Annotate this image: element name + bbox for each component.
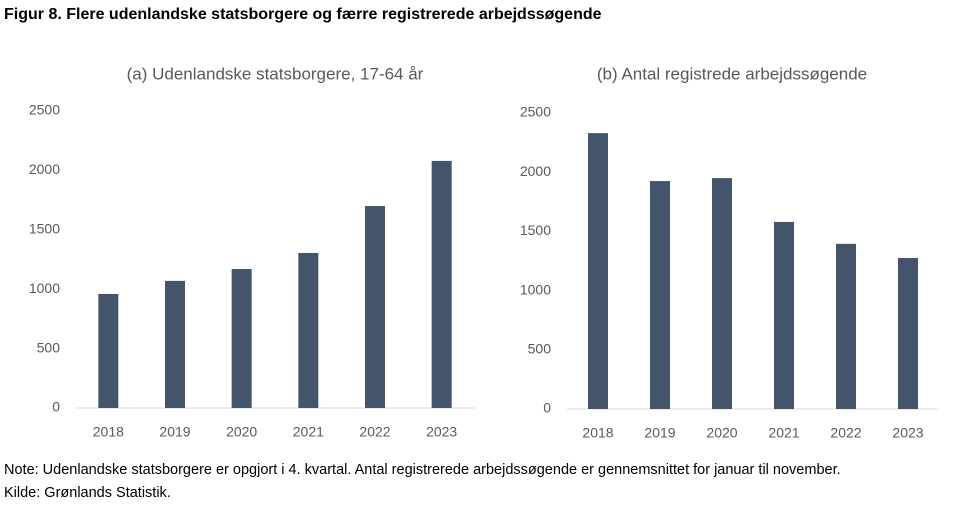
x-tick-label: 2022: [830, 425, 861, 441]
y-tick-label: 0: [543, 400, 551, 416]
y-tick-label: 1000: [520, 281, 551, 297]
x-tick-label: 2021: [768, 425, 799, 441]
bar: [165, 280, 185, 408]
bar: [365, 206, 385, 408]
x-tick-label: 2023: [892, 425, 923, 441]
figure-title: Figur 8. Flere udenlandske statsborgere …: [4, 6, 602, 23]
y-tick-label: 0: [52, 399, 60, 415]
bar: [98, 293, 119, 408]
x-tick-label: 2018: [582, 425, 613, 441]
note: Note: Udenlandske statsborgere er opgjor…: [4, 462, 841, 478]
bar: [431, 160, 452, 408]
y-tick-label: 500: [37, 339, 61, 355]
chart-subtitle: (b) Antal registrede arbejdssøgende: [597, 64, 867, 83]
notes: Note: Udenlandske statsborgere er opgjor…: [4, 459, 954, 505]
bar: [650, 181, 670, 409]
x-tick-label: 2019: [159, 424, 190, 440]
x-tick-label: 2022: [359, 424, 390, 440]
bar: [836, 243, 856, 409]
y-tick-label: 1500: [29, 221, 60, 237]
x-tick-label: 2019: [644, 425, 675, 441]
y-tick-label: 500: [528, 341, 552, 357]
x-tick-label: 2021: [293, 424, 324, 440]
chart-subtitle: (a) Udenlandske statsborgere, 17-64 år: [127, 64, 424, 83]
y-tick-label: 2000: [520, 163, 551, 179]
bar: [298, 252, 319, 408]
bar: [231, 269, 252, 408]
x-tick-label: 2023: [426, 424, 457, 440]
y-tick-label: 2000: [29, 161, 60, 177]
x-tick-label: 2020: [706, 425, 737, 441]
bar: [898, 258, 918, 409]
x-tick-label: 2018: [93, 424, 124, 440]
y-tick-label: 1500: [520, 222, 551, 238]
source: Kilde: Grønlands Statistik.: [4, 485, 171, 501]
chart: (a) Udenlandske statsborgere, 17-64 år 0 5…: [29, 64, 939, 441]
y-tick-label: 2500: [520, 104, 551, 120]
bar: [712, 178, 732, 409]
bar: [774, 221, 794, 409]
x-tick-label: 2020: [226, 424, 257, 440]
bar: [588, 133, 608, 410]
y-tick-label: 2500: [29, 102, 60, 118]
y-tick-label: 1000: [29, 280, 60, 296]
